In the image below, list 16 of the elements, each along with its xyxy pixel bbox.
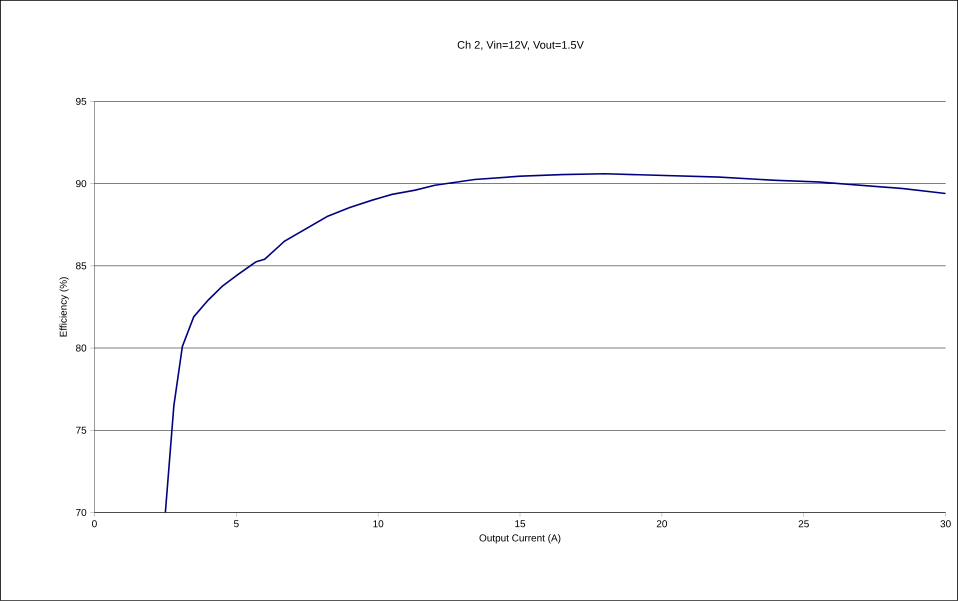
x-tick-label: 20 bbox=[656, 520, 668, 528]
x-tick-label: 0 bbox=[92, 520, 97, 528]
y-axis-title: Efficiency (%) bbox=[59, 277, 69, 337]
y-tick-label: 85 bbox=[76, 262, 86, 270]
y-tick-label: 80 bbox=[76, 344, 86, 352]
y-tick-label: 90 bbox=[76, 180, 86, 188]
x-tick-label: 5 bbox=[234, 520, 239, 528]
x-axis-title: Output Current (A) bbox=[480, 534, 560, 544]
y-tick-label: 70 bbox=[76, 509, 86, 516]
y-tick-label: 75 bbox=[76, 426, 86, 434]
x-tick-label: 30 bbox=[940, 520, 951, 528]
chart-title: Ch 2, Vin=12V, Vout=1.5V bbox=[458, 40, 584, 50]
y-tick-label: 95 bbox=[76, 98, 86, 105]
x-tick-label: 10 bbox=[373, 520, 384, 528]
x-tick-label: 25 bbox=[798, 520, 809, 528]
x-tick-label: 15 bbox=[515, 520, 526, 528]
